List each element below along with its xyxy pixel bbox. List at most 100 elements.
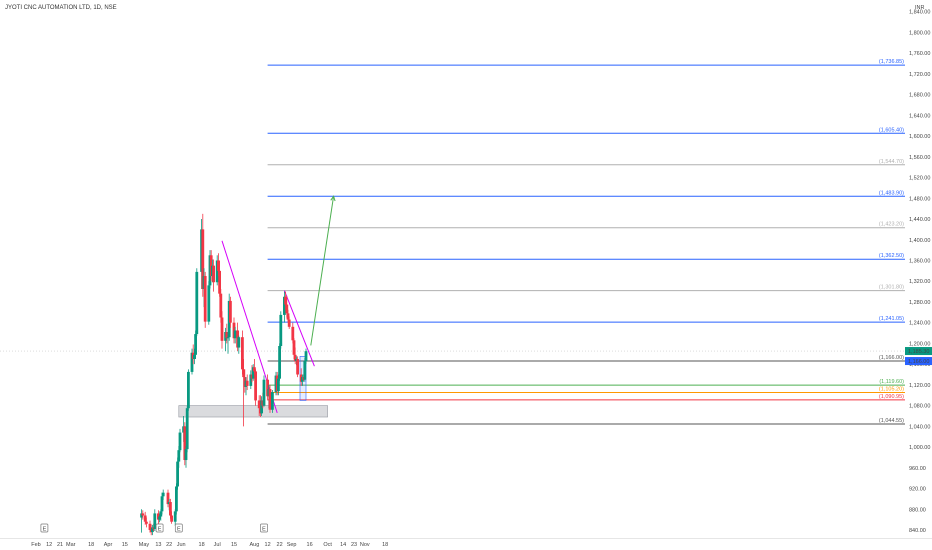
candle-body — [253, 367, 256, 372]
candle[interactable] — [262, 375, 266, 407]
candle[interactable] — [184, 446, 188, 468]
event-marker-0[interactable] — [40, 523, 49, 533]
y-tick-24: 1,800.00 — [909, 30, 930, 36]
candle[interactable] — [291, 322, 295, 344]
y-tick-11: 1,280.00 — [909, 300, 930, 306]
candle-body — [271, 392, 274, 410]
y-tick-15: 1,440.00 — [909, 217, 930, 223]
candle-body — [237, 337, 241, 348]
candle[interactable] — [219, 288, 223, 323]
candle[interactable] — [251, 364, 255, 381]
candle[interactable] — [225, 323, 229, 344]
y-tick-12: 1,320.00 — [909, 279, 930, 285]
candle[interactable] — [141, 510, 145, 520]
candle-body — [260, 400, 263, 414]
candle[interactable] — [207, 281, 211, 325]
candle[interactable] — [170, 511, 173, 524]
candle[interactable] — [169, 498, 172, 519]
candle[interactable] — [218, 260, 221, 297]
event-marker-2[interactable] — [174, 523, 183, 533]
candle[interactable] — [173, 509, 177, 526]
candle[interactable] — [241, 330, 244, 375]
candle[interactable] — [161, 489, 165, 500]
support-zone[interactable] — [178, 405, 328, 418]
fib-level-label-0: (1,736.85) — [879, 59, 904, 65]
candle[interactable] — [237, 335, 241, 354]
y-tick-8: 1,160.00 — [909, 362, 930, 368]
candle[interactable] — [303, 357, 307, 382]
candle[interactable] — [178, 428, 182, 453]
y-tick-7: 1,120.00 — [909, 383, 930, 389]
x-tick-18: 16 — [307, 542, 313, 548]
candle-body — [187, 371, 190, 409]
candle[interactable] — [304, 348, 308, 365]
candle[interactable] — [175, 483, 178, 515]
candle[interactable] — [242, 358, 245, 427]
candle-body — [178, 432, 182, 451]
candle[interactable] — [278, 343, 281, 381]
x-tick-21: 23 — [351, 542, 357, 548]
candle-body — [190, 352, 194, 372]
y-tick-20: 1,640.00 — [909, 113, 930, 119]
fibonacci-levels: (1,736.85) (1,605.40) (1,544.70) (1,483.90)… — [0, 59, 905, 425]
candle[interactable] — [187, 369, 190, 411]
x-tick-23: 18 — [382, 542, 388, 548]
x-tick-5: Apr — [104, 542, 113, 548]
y-tick-9: 1,200.00 — [909, 341, 930, 347]
candle[interactable] — [195, 268, 199, 337]
candle-body — [218, 270, 221, 294]
fib-level-label-9: (1,119.60) — [879, 379, 904, 385]
candle[interactable] — [220, 311, 224, 349]
candle[interactable] — [233, 326, 237, 344]
candle-body — [293, 354, 297, 362]
candle[interactable] — [296, 356, 299, 378]
candle-body — [304, 351, 308, 362]
candle[interactable] — [194, 330, 197, 359]
candle[interactable] — [176, 457, 179, 490]
candle[interactable] — [212, 259, 215, 292]
event-marker-label-1: E — [158, 526, 162, 532]
y-tick-4: 1,000.00 — [909, 445, 930, 451]
price-markers: 1,185.30 1,166.00 — [905, 347, 932, 366]
event-marker-1[interactable] — [155, 523, 164, 533]
fib-level-label-4: (1,423.20) — [879, 222, 904, 228]
candle-body — [170, 515, 173, 522]
candle[interactable] — [140, 509, 143, 533]
candle-body — [296, 358, 299, 375]
candle-body — [215, 260, 219, 283]
candle[interactable] — [245, 374, 249, 391]
candle[interactable] — [229, 296, 232, 328]
candle-body — [249, 374, 253, 386]
y-axis: 840.00 880.00 920.00 960.00 1,000.00 1,040.00… — [909, 10, 930, 534]
projection-arrow-head — [330, 195, 336, 202]
projection-arrow[interactable] — [310, 196, 335, 346]
x-tick-7: May — [139, 542, 150, 548]
candle[interactable] — [279, 311, 283, 349]
current-price-text: 1,185.30 — [908, 349, 929, 355]
y-tick-22: 1,720.00 — [909, 72, 930, 78]
candle[interactable] — [153, 509, 157, 532]
candle[interactable] — [293, 347, 297, 365]
candle-body — [220, 317, 224, 341]
x-axis: Feb 12 21 Mar 18 Apr 15 May 13 22 Jun 18 Jul 15 Aug 12 2… — [0, 523, 932, 548]
candle-body — [195, 271, 199, 335]
candle[interactable] — [145, 517, 148, 528]
candle[interactable] — [166, 489, 170, 508]
candle[interactable] — [254, 369, 257, 406]
event-marker-3[interactable] — [260, 523, 268, 533]
candle-body — [184, 449, 188, 461]
candle[interactable] — [249, 370, 253, 390]
candle-body — [153, 513, 157, 529]
candle[interactable] — [260, 396, 263, 416]
candle[interactable] — [203, 271, 207, 328]
candle[interactable] — [185, 405, 189, 453]
y-tick-21: 1,680.00 — [909, 93, 930, 99]
x-tick-9: 22 — [166, 542, 172, 548]
candle[interactable] — [287, 316, 291, 329]
candle[interactable] — [151, 524, 154, 536]
candle-body — [278, 346, 281, 379]
downtrend-line-2[interactable] — [283, 290, 315, 367]
candle[interactable] — [268, 384, 272, 413]
candle[interactable] — [271, 390, 274, 413]
